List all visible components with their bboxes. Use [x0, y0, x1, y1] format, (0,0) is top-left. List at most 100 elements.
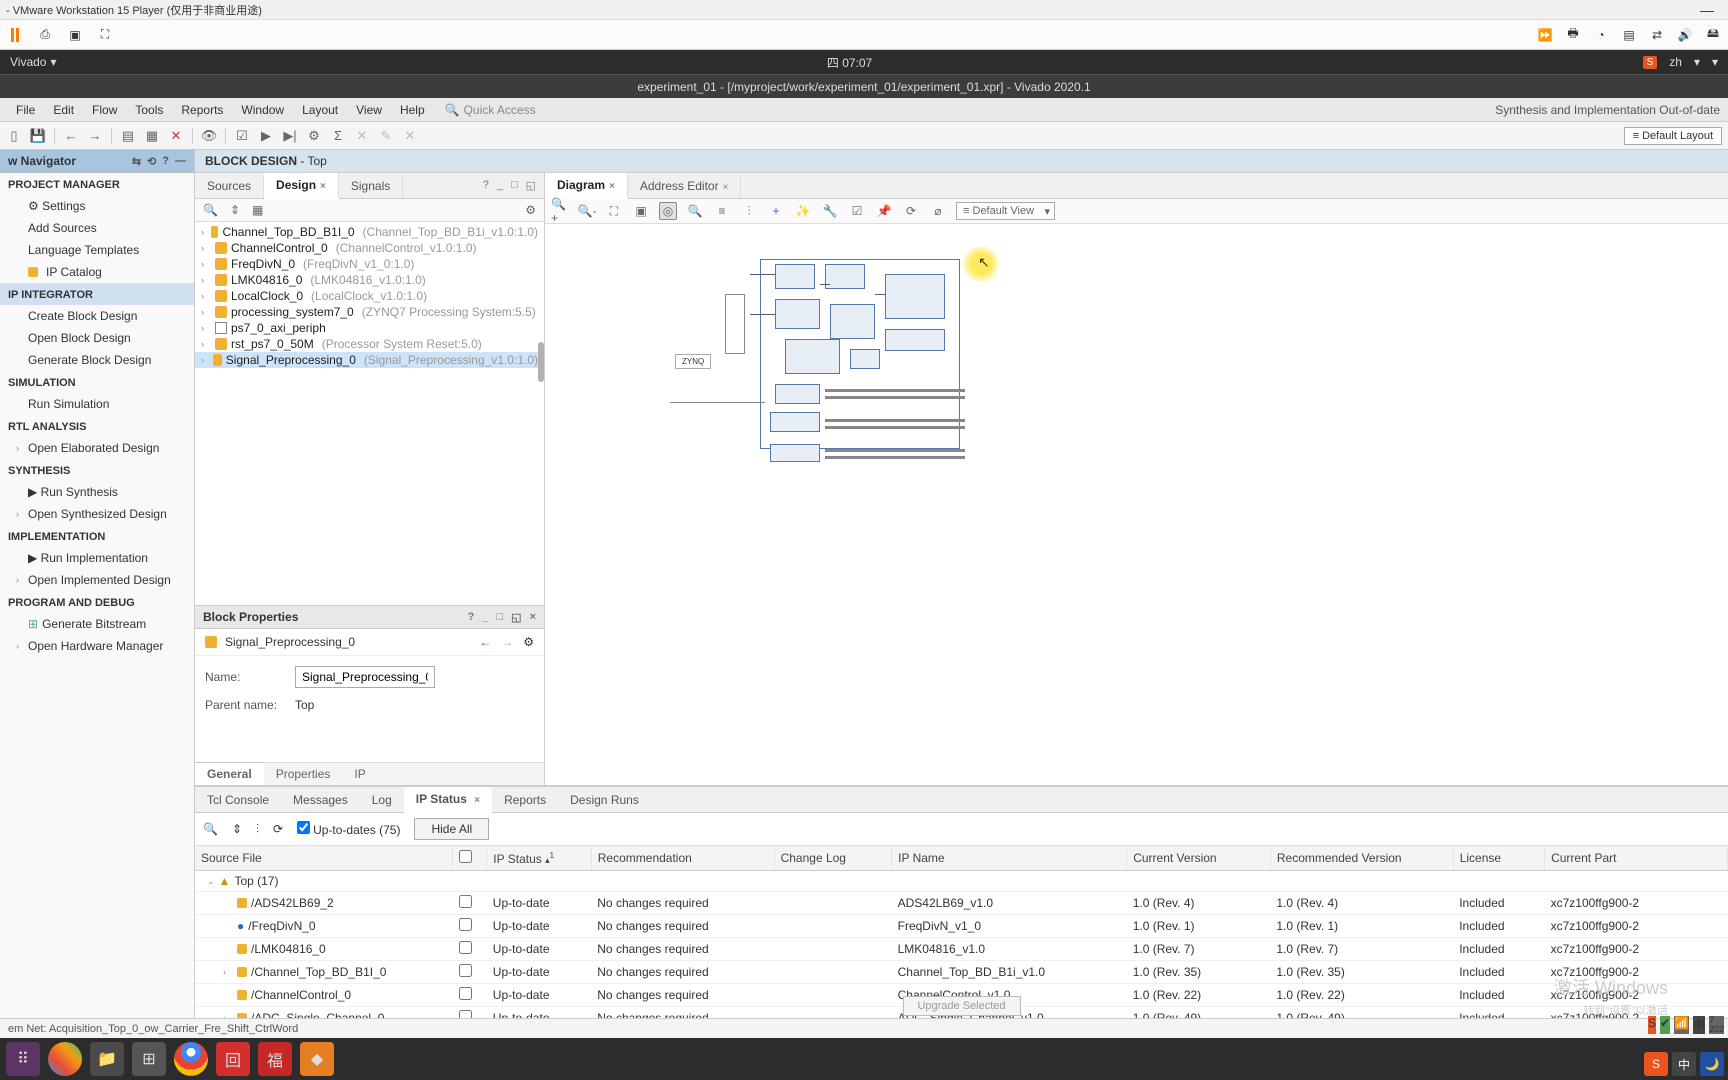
- back-icon[interactable]: ←: [63, 128, 79, 144]
- btab-ip-status[interactable]: IP Status ×: [404, 787, 492, 813]
- table-row-top[interactable]: ⌄ ▲ Top (17): [195, 871, 1728, 892]
- column-header[interactable]: Recommended Version: [1270, 846, 1453, 871]
- pause-icon[interactable]: [6, 26, 24, 44]
- app-red2-icon[interactable]: 福: [258, 1042, 292, 1076]
- prop-tab-general[interactable]: General: [195, 762, 264, 785]
- validate-icon[interactable]: ☑: [848, 202, 866, 220]
- add-ip-icon[interactable]: +: [767, 202, 785, 220]
- prop-tab-ip[interactable]: IP: [342, 763, 377, 785]
- hide-all-button[interactable]: Hide All: [414, 818, 489, 840]
- tree-row[interactable]: ›rst_ps7_0_50M(Processor System Reset:5.…: [195, 336, 544, 352]
- app-red-icon[interactable]: 回: [216, 1042, 250, 1076]
- show-icon[interactable]: ▦: [252, 203, 263, 217]
- nav-item[interactable]: ›Open Implemented Design: [0, 569, 194, 591]
- nav-item[interactable]: Run Simulation: [0, 393, 194, 415]
- table-row[interactable]: /ADS42LB69_2Up-to-dateNo changes require…: [195, 892, 1728, 915]
- print-icon[interactable]: 🖶: [1564, 26, 1582, 44]
- column-header[interactable]: [453, 846, 487, 871]
- gear-icon[interactable]: ⚙: [523, 635, 534, 649]
- run-icon[interactable]: ▶: [258, 128, 274, 144]
- ip-status-table[interactable]: Source FileIP Status ▴1RecommendationCha…: [195, 846, 1728, 1018]
- close-icon[interactable]: ×: [320, 181, 326, 192]
- calc-icon[interactable]: ⊞: [132, 1042, 166, 1076]
- menu-edit[interactable]: Edit: [45, 100, 82, 120]
- link-icon[interactable]: 👁: [201, 128, 217, 144]
- drive-icon[interactable]: 🖴: [1704, 26, 1722, 44]
- column-header[interactable]: IP Name: [892, 846, 1127, 871]
- nav-item[interactable]: ▶ Run Implementation: [0, 547, 194, 569]
- system-menu-icon[interactable]: ▾: [1712, 55, 1718, 69]
- zoom-in-icon[interactable]: 🔍+: [551, 202, 569, 220]
- network-icon[interactable]: ⇄: [1648, 26, 1666, 44]
- quick-access-box[interactable]: 🔍 Quick Access: [445, 103, 536, 117]
- fullscreen-icon[interactable]: ⛶: [96, 26, 114, 44]
- collapse-icon[interactable]: ⇆: [132, 155, 141, 168]
- menu-layout[interactable]: Layout: [294, 100, 346, 120]
- tree-row[interactable]: ›Channel_Top_BD_B1I_0(Channel_Top_BD_B1i…: [195, 224, 544, 240]
- pin-icon[interactable]: 📌: [875, 202, 893, 220]
- nav-item[interactable]: Open Block Design: [0, 327, 194, 349]
- collapse-icon[interactable]: ⇕: [232, 822, 242, 836]
- tab-diagram[interactable]: Diagram×: [545, 173, 628, 199]
- help-icon[interactable]: ?: [483, 179, 489, 192]
- close-icon[interactable]: ×: [609, 181, 615, 192]
- prop-tab-properties[interactable]: Properties: [264, 763, 343, 785]
- nav-item[interactable]: Generate Block Design: [0, 349, 194, 371]
- nav-item[interactable]: ▶ Run Synthesis: [0, 481, 194, 503]
- auto-fit-icon[interactable]: ◎: [659, 202, 677, 220]
- lang-icon[interactable]: 中: [1693, 1016, 1705, 1034]
- distribute-icon[interactable]: ⫶: [740, 202, 758, 220]
- search-icon[interactable]: 🔍: [686, 202, 704, 220]
- new-icon[interactable]: ▯: [6, 128, 22, 144]
- maximize-icon[interactable]: □: [511, 179, 518, 192]
- app-orange-icon[interactable]: ◆: [300, 1042, 334, 1076]
- tree-row[interactable]: ›Signal_Preprocessing_0(Signal_Preproces…: [195, 352, 544, 368]
- cancel-icon[interactable]: ✕: [354, 128, 370, 144]
- wrench-icon[interactable]: 🔧: [821, 202, 839, 220]
- zoom-out-icon[interactable]: 🔍-: [578, 202, 596, 220]
- table-row[interactable]: › /Channel_Top_BD_B1I_0Up-to-dateNo chan…: [195, 961, 1728, 984]
- close-icon[interactable]: ×: [723, 182, 729, 193]
- check-icon[interactable]: ☑: [234, 128, 250, 144]
- tree-row[interactable]: ›ps7_0_axi_periph: [195, 320, 544, 336]
- select-area-icon[interactable]: ▣: [632, 202, 650, 220]
- app-icon[interactable]: [48, 1042, 82, 1076]
- row-checkbox[interactable]: [459, 895, 472, 908]
- row-checkbox[interactable]: [459, 1010, 472, 1018]
- search-icon[interactable]: 🔍: [203, 822, 218, 836]
- tab-address-editor[interactable]: Address Editor×: [628, 174, 742, 198]
- hierarchy-tree[interactable]: ›Channel_Top_BD_B1I_0(Channel_Top_BD_B1i…: [195, 222, 544, 605]
- lang-indicator[interactable]: zh: [1669, 55, 1682, 69]
- menu-window[interactable]: Window: [233, 100, 292, 120]
- search-icon[interactable]: 🔍: [203, 203, 218, 217]
- expand-icon[interactable]: ⫶: [256, 822, 259, 837]
- nav-item[interactable]: ⊞ Generate Bitstream: [0, 613, 194, 635]
- nav-item[interactable]: ›Open Hardware Manager: [0, 635, 194, 657]
- tab-signals[interactable]: Signals: [339, 174, 403, 198]
- prev-icon[interactable]: ←: [479, 635, 491, 649]
- menu-view[interactable]: View: [348, 100, 390, 120]
- nav-item[interactable]: ⚙ Settings: [0, 195, 194, 217]
- help-icon[interactable]: ?: [162, 155, 169, 168]
- vmware-minimize[interactable]: —: [1692, 2, 1722, 18]
- sigma-icon[interactable]: Σ: [330, 128, 346, 144]
- clock-label[interactable]: 四 07:07: [57, 54, 1643, 71]
- tree-row[interactable]: ›LocalClock_0(LocalClock_v1.0:1.0): [195, 288, 544, 304]
- btab-design-runs[interactable]: Design Runs: [558, 788, 651, 812]
- btab-tcl[interactable]: Tcl Console: [195, 788, 281, 812]
- restore-icon[interactable]: ◱: [526, 179, 536, 192]
- maximize-icon[interactable]: □: [497, 611, 504, 624]
- column-header[interactable]: Change Log: [774, 846, 892, 871]
- upgrade-selected-button[interactable]: Upgrade Selected: [902, 996, 1020, 1016]
- unity-icon[interactable]: ▣: [66, 26, 84, 44]
- row-checkbox[interactable]: [459, 941, 472, 954]
- table-row[interactable]: /LMK04816_0Up-to-dateNo changes required…: [195, 938, 1728, 961]
- menu-help[interactable]: Help: [392, 100, 433, 120]
- tray-icon[interactable]: ✔: [1660, 1016, 1670, 1034]
- ime-icon[interactable]: S: [1648, 1016, 1656, 1034]
- next-icon[interactable]: →: [501, 635, 513, 649]
- minimize-icon[interactable]: _: [497, 179, 503, 192]
- row-checkbox[interactable]: [459, 918, 472, 931]
- nav-item[interactable]: Language Templates: [0, 239, 194, 261]
- pin-icon[interactable]: ⟲: [147, 155, 156, 168]
